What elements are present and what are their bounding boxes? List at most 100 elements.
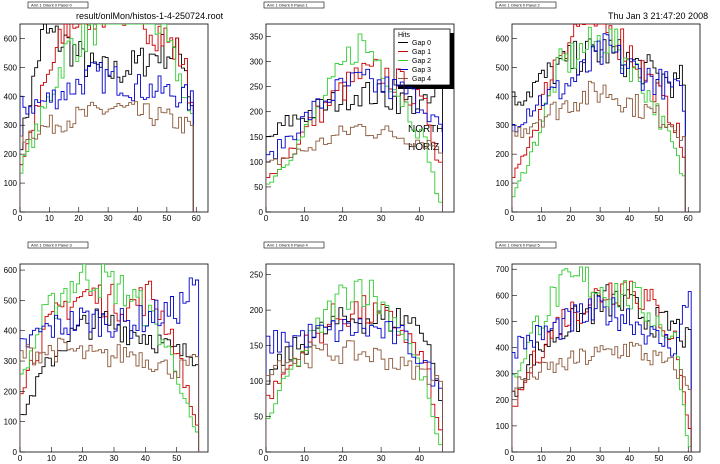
x-tick-label: 30 xyxy=(596,454,605,463)
x-tick-label: 10 xyxy=(45,214,54,223)
y-tick-label: 0 xyxy=(259,208,264,217)
datetime-label: Thu Jan 3 21:47:20 2008 xyxy=(608,11,708,21)
x-tick-label: 10 xyxy=(537,454,546,463)
panel-title-box xyxy=(495,1,557,9)
panel-title: Arm 1 Orient 0 Panel 0 xyxy=(31,3,72,8)
histogram-panel: Arm 1 Orient 0 Panel 3010020030040050060… xyxy=(4,241,209,463)
y-tick-label: 0 xyxy=(505,448,510,457)
y-tick-label: 100 xyxy=(250,158,264,167)
y-tick-label: 200 xyxy=(250,108,264,117)
histogram-series-gap2 xyxy=(20,264,200,452)
y-tick-label: 500 xyxy=(496,63,510,72)
x-tick-label: 10 xyxy=(537,214,546,223)
x-tick-label: 40 xyxy=(133,214,142,223)
x-tick-label: 0 xyxy=(264,214,269,223)
legend: Hits Gap 0 Gap 1 Gap 2 Gap 3 Gap 4 xyxy=(393,28,454,89)
panel-title-box xyxy=(263,241,325,249)
x-tick-label: 20 xyxy=(338,454,347,463)
histogram-series-gap2 xyxy=(20,24,194,212)
x-tick-label: 60 xyxy=(684,454,693,463)
x-tick-label: 0 xyxy=(510,454,515,463)
panel-title: Arm 1 Orient 0 Panel 5 xyxy=(499,243,540,248)
x-tick-label: 20 xyxy=(338,214,347,223)
y-tick-label: 250 xyxy=(250,271,264,280)
histogram-series-gap2 xyxy=(266,33,443,212)
y-tick-label: 400 xyxy=(496,92,510,101)
y-tick-label: 50 xyxy=(254,413,263,422)
y-tick-label: 200 xyxy=(496,150,510,159)
y-tick-label: 500 xyxy=(4,63,18,72)
annotation-north: NORTH xyxy=(408,124,443,135)
histogram-series-gap1 xyxy=(266,295,443,452)
y-tick-label: 300 xyxy=(4,121,18,130)
x-tick-label: 60 xyxy=(684,214,693,223)
histogram-panel: Arm 1 Orient 0 Panel 1050100150200250300… xyxy=(250,1,455,223)
y-tick-label: 100 xyxy=(496,179,510,188)
y-tick-label: 500 xyxy=(4,296,18,305)
y-tick-label: 100 xyxy=(496,422,510,431)
y-tick-label: 600 xyxy=(4,266,18,275)
plot-frame xyxy=(265,23,455,213)
panel-title-box xyxy=(263,1,325,9)
x-tick-label: 10 xyxy=(300,454,309,463)
x-tick-label: 20 xyxy=(74,214,83,223)
x-tick-label: 50 xyxy=(654,214,663,223)
x-tick-label: 10 xyxy=(47,454,56,463)
histogram-panel: Arm 1 Orient 0 Panel 2010020030040050060… xyxy=(495,1,701,223)
file-name-label: result/onlMon/histos-1-4-250724.root xyxy=(76,11,224,21)
y-tick-label: 150 xyxy=(250,133,264,142)
panel-title-box xyxy=(27,1,89,9)
histogram-series-gap0 xyxy=(266,307,443,452)
histogram-series-gap3 xyxy=(512,291,692,452)
histogram-series-gap3 xyxy=(20,277,200,452)
histogram-series-gap1 xyxy=(512,24,686,212)
x-tick-label: 40 xyxy=(141,454,150,463)
y-tick-label: 200 xyxy=(250,306,264,315)
y-tick-label: 300 xyxy=(4,357,18,366)
y-tick-label: 400 xyxy=(496,344,510,353)
x-tick-label: 40 xyxy=(625,454,634,463)
legend-label: Gap 2 xyxy=(412,58,431,65)
histogram-series-gap1 xyxy=(266,58,443,212)
panel-title: Arm 1 Orient 0 Panel 2 xyxy=(499,3,540,8)
histogram-panel: Arm 1 Orient 0 Panel 4 0 50 100 150 200 250 0 10… xyxy=(250,241,455,463)
histogram-series-gap0 xyxy=(512,38,686,212)
y-tick-label: 0 xyxy=(505,208,510,217)
y-tick-label: 100 xyxy=(4,418,18,427)
y-tick-label: 200 xyxy=(496,396,510,405)
panel-title: Arm 1 Orient 0 Panel 4 xyxy=(267,243,308,248)
x-tick-label: 30 xyxy=(104,214,113,223)
y-tick-label: 400 xyxy=(4,92,18,101)
histogram-series-gap0 xyxy=(20,308,200,452)
x-tick-label: 40 xyxy=(625,214,634,223)
histogram-series-gap0 xyxy=(20,24,194,212)
histogram-series-gap3 xyxy=(20,62,194,212)
y-tick-label: 100 xyxy=(4,179,18,188)
panel-title: Arm 1 Orient 0 Panel 1 xyxy=(267,3,308,8)
histogram-series-gap3 xyxy=(266,68,443,212)
x-tick-label: 40 xyxy=(415,454,424,463)
histogram-series-gap3 xyxy=(266,318,443,452)
y-tick-label: 400 xyxy=(4,327,18,336)
x-tick-label: 10 xyxy=(300,214,309,223)
y-tick-label: 600 xyxy=(496,34,510,43)
x-tick-label: 60 xyxy=(192,214,201,223)
legend-title: Hits xyxy=(398,32,411,39)
x-tick-label: 50 xyxy=(172,454,181,463)
y-tick-label: 500 xyxy=(496,317,510,326)
y-tick-label: 600 xyxy=(496,291,510,300)
histogram-series-gap2 xyxy=(512,26,686,212)
y-tick-label: 0 xyxy=(259,448,264,457)
x-tick-label: 30 xyxy=(377,454,386,463)
y-tick-label: 0 xyxy=(13,448,18,457)
x-tick-label: 20 xyxy=(566,214,575,223)
x-tick-label: 30 xyxy=(596,214,605,223)
x-tick-label: 20 xyxy=(566,454,575,463)
histogram-series-gap3 xyxy=(512,33,686,212)
legend-label: Gap 1 xyxy=(412,49,431,56)
x-tick-label: 0 xyxy=(264,454,269,463)
histogram-series-gap1 xyxy=(20,280,200,452)
y-tick-label: 300 xyxy=(250,58,264,67)
legend-label: Gap 4 xyxy=(412,76,431,83)
histogram-series-gap0 xyxy=(512,284,692,452)
